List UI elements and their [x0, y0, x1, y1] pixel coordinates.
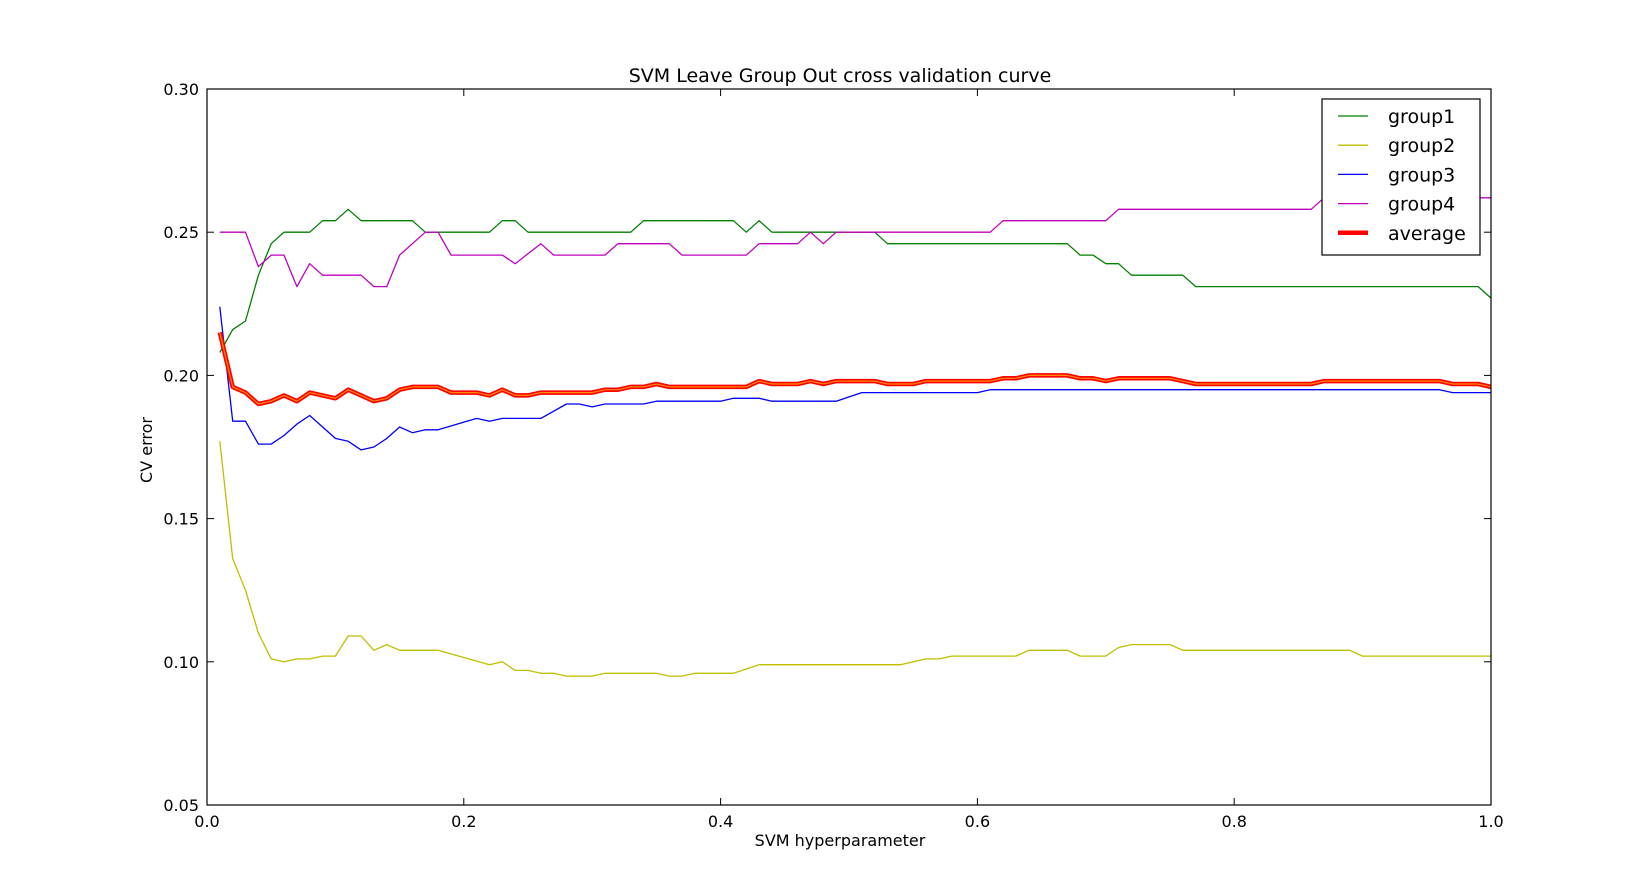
legend: group1 group2 group3 group4 average: [1321, 98, 1481, 256]
legend-label-group3: group3: [1388, 164, 1455, 186]
x-tick-label: 0.6: [965, 812, 990, 831]
series-line-group3: [219, 306, 1491, 451]
x-tick-label: 1.0: [1478, 812, 1503, 831]
y-tick-label: 0.10: [163, 653, 199, 672]
x-tick-label: 0.0: [194, 812, 219, 831]
x-axis-label: SVM hyperparameter: [755, 831, 926, 850]
x-tick-label: 0.8: [1221, 812, 1246, 831]
y-axis-label: CV error: [137, 417, 156, 483]
legend-label-group4: group4: [1388, 194, 1455, 216]
chart-title: SVM Leave Group Out cross validation cur…: [629, 65, 1052, 87]
legend-label-average: average: [1388, 223, 1466, 245]
legend-label-group1: group1: [1388, 106, 1455, 128]
series-layer: [217, 197, 1492, 677]
legend-label-group2: group2: [1388, 135, 1455, 157]
y-tick-label: 0.30: [163, 80, 199, 99]
y-tick-label: 0.15: [163, 510, 199, 529]
y-tick-label: 0.20: [163, 366, 199, 385]
plot-frame: [206, 88, 1492, 806]
series-line-group2: [219, 441, 1491, 677]
y-tick-label: 0.05: [163, 796, 199, 815]
y-tick-label: 0.25: [163, 223, 199, 242]
series-line-average-core: [219, 332, 1492, 405]
y-ticks: 0.05 0.10 0.15 0.20 0.25 0.30: [163, 80, 1491, 815]
series-line-group1: [219, 208, 1492, 353]
x-tick-label: 0.4: [708, 812, 733, 831]
series-line-group4: [219, 197, 1491, 288]
x-tick-label: 0.2: [451, 812, 476, 831]
legend-box: [1321, 98, 1481, 256]
